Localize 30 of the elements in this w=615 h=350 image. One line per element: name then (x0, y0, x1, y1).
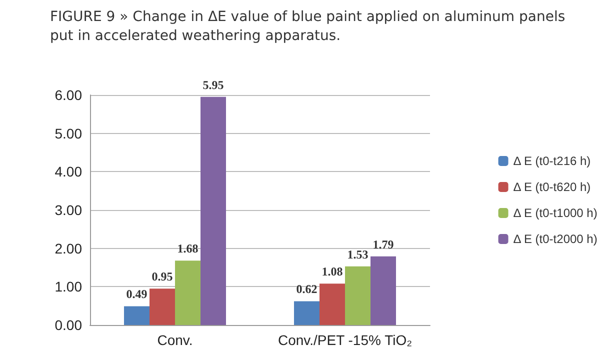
y-tick-label: 0.00 (54, 317, 82, 333)
data-label: 0.95 (152, 270, 173, 284)
bar (175, 260, 200, 325)
chart-title: FIGURE 9 » Change in ΔE value of blue paint applied on aluminum panels put in accelerated weathering apparatus. (50, 8, 566, 46)
y-tick-label: 4.00 (54, 164, 82, 180)
legend-label: Δ E (t0-t1000 h) (513, 206, 598, 220)
data-label: 0.49 (126, 287, 148, 302)
bar (345, 266, 370, 325)
y-tick-label: 2.00 (54, 240, 82, 256)
x-tick-label: Conv. (157, 332, 193, 348)
y-tick-label: 6.00 (54, 87, 82, 103)
data-label: 0.62 (296, 282, 318, 296)
bar (200, 96, 226, 325)
data-label: 1.79 (372, 237, 394, 252)
y-tick-label: 5.00 (54, 125, 82, 142)
legend-label: Δ E (t0-t2000 h) (513, 232, 598, 246)
y-tick-label: 1.00 (54, 278, 82, 295)
bar (150, 288, 175, 325)
bar (320, 284, 345, 325)
bar (370, 256, 396, 325)
bar (294, 301, 320, 325)
data-label: 5.95 (202, 78, 224, 92)
legend-label: Δ E (t0-t620 h) (513, 180, 591, 194)
data-label: 1.68 (177, 242, 198, 256)
bar (124, 306, 150, 325)
data-label: 1.08 (322, 264, 343, 279)
x-tick-label: Conv./PET -15% TiO₂ (278, 332, 412, 348)
y-tick-label: 3.00 (54, 202, 82, 218)
legend-label: Δ E (t0-t216 h) (513, 154, 591, 168)
data-label: 1.53 (347, 247, 368, 262)
